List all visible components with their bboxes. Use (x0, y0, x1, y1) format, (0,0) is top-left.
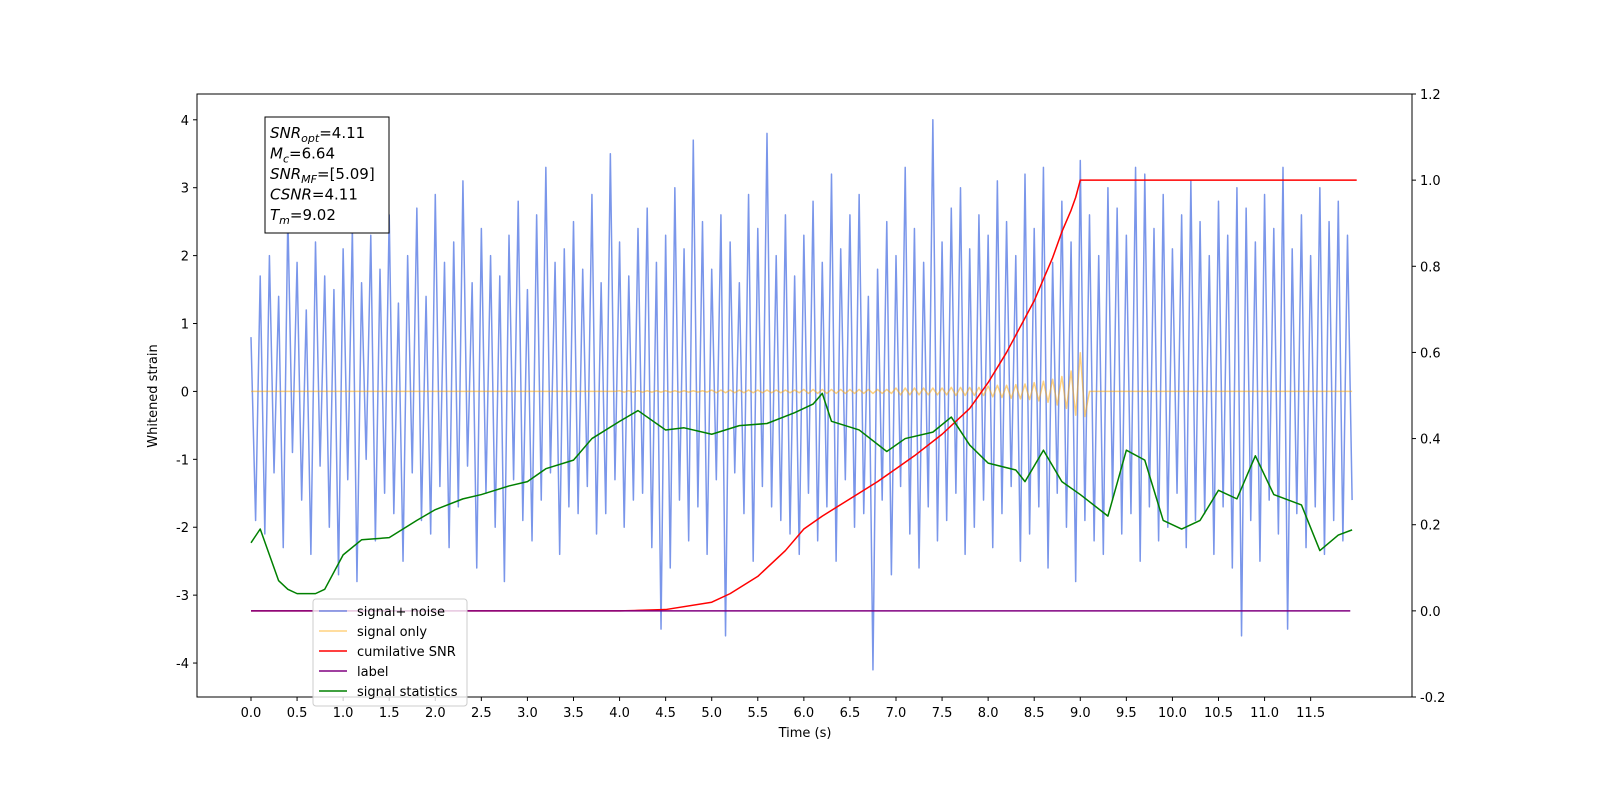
x-tick-label: 4.5 (655, 706, 676, 721)
x-tick-label: 6.5 (840, 706, 861, 721)
annotation-after: =[5.09] (317, 165, 375, 183)
x-tick-label: 1.0 (333, 706, 354, 721)
annotation-text: CSNR=4.11 (270, 186, 358, 204)
annotation-after: =6.64 (289, 145, 335, 163)
series-line (250, 119, 1353, 671)
annotation-main: M (270, 145, 283, 163)
legend-label: signal statistics (357, 685, 458, 700)
annotation-main: SNR (270, 124, 301, 142)
x-tick-label: 11.5 (1296, 706, 1325, 721)
y-axis-label: Whitened strain (146, 344, 161, 447)
x-tick-label: 8.5 (1024, 706, 1045, 721)
annotation-sub: opt (301, 132, 320, 145)
y-tick-label: 2 (181, 250, 189, 265)
y2-tick-label: 0.8 (1420, 260, 1441, 275)
legend: signal+ noise signal only cumilative SNR la… (312, 598, 468, 707)
x-tick-label: 10.5 (1204, 706, 1233, 721)
y-tick-label: 0 (181, 385, 189, 400)
x-tick-label: 3.0 (517, 706, 538, 721)
x-tick-label: 5.0 (701, 706, 722, 721)
y2-tick-label: 0.0 (1420, 605, 1441, 620)
y-tick-label: -2 (176, 521, 189, 536)
annotation-main: CSNR (270, 186, 312, 204)
series-line (251, 351, 1353, 418)
x-tick-label: 4.0 (609, 706, 630, 721)
x-tick-label: 2.0 (425, 706, 446, 721)
y-tick-label: -4 (176, 657, 189, 672)
annotation-sub: MF (301, 173, 317, 186)
x-tick-label: 10.0 (1158, 706, 1187, 721)
y2-tick-label: 1.2 (1420, 88, 1441, 103)
series-line (251, 179, 1357, 612)
annotation-after: =4.11 (312, 186, 358, 204)
x-tick-label: 9.0 (1070, 706, 1091, 721)
annotation-after: =4.11 (319, 124, 365, 142)
x-tick-label: 0.5 (287, 706, 308, 721)
y-tick-label: 1 (181, 318, 189, 333)
y-tick-label: 3 (181, 182, 189, 197)
x-tick-label: 9.5 (1116, 706, 1137, 721)
x-tick-label: 7.5 (932, 706, 953, 721)
y2-tick-label: 1.0 (1420, 174, 1441, 189)
y2-tick-label: 0.6 (1420, 346, 1441, 361)
x-tick-label: 3.5 (563, 706, 584, 721)
x-tick-label: 0.0 (241, 706, 262, 721)
axes-frame (196, 93, 1413, 698)
annotation-frame (264, 116, 390, 234)
annotation-text: SNRMF=[5.09] (270, 165, 375, 186)
legend-label: signal+ noise (357, 605, 445, 620)
legend-frame (312, 598, 468, 707)
annotation-after: =9.02 (290, 206, 336, 224)
x-tick-label: 2.5 (471, 706, 492, 721)
y-tick-label: 4 (181, 114, 189, 129)
legend-label: label (357, 665, 388, 680)
x-tick-label: 11.0 (1250, 706, 1279, 721)
annotation-main: T (270, 206, 281, 224)
y-tick-label: -1 (176, 453, 189, 468)
annotation-main: SNR (270, 165, 301, 183)
x-axis-label: Time (s) (778, 726, 832, 741)
annotation-sub: c (283, 153, 289, 166)
annotation-text: Tm=9.02 (270, 206, 336, 227)
y2-tick-label: -0.2 (1420, 691, 1445, 706)
y2-tick-label: 0.4 (1420, 433, 1441, 448)
x-tick-label: 5.5 (747, 706, 768, 721)
legend-label: cumilative SNR (357, 645, 456, 660)
x-tick-label: 6.0 (794, 706, 815, 721)
y2-tick-label: 0.2 (1420, 519, 1441, 534)
annotation-text: SNRopt=4.11 (270, 124, 365, 145)
y-tick-label: -3 (176, 589, 189, 604)
annotation-box: SNRopt=4.11Mc=6.64SNRMF=[5.09]CSNR=4.11T… (264, 116, 390, 234)
series-line (250, 392, 1353, 595)
x-tick-label: 8.0 (978, 706, 999, 721)
annotation-text: Mc=6.64 (270, 145, 335, 166)
legend-label: signal only (357, 625, 427, 640)
annotation-sub: m (279, 214, 290, 227)
x-tick-label: 7.0 (886, 706, 907, 721)
x-tick-label: 1.5 (379, 706, 400, 721)
